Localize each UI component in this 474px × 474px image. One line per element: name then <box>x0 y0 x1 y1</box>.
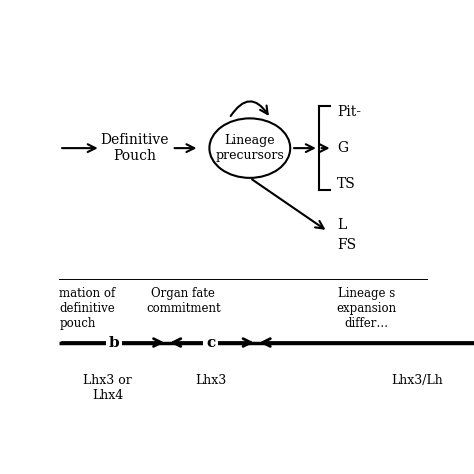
Text: Definitive
Pouch: Definitive Pouch <box>101 133 169 163</box>
Text: TS: TS <box>337 177 356 191</box>
Text: G: G <box>337 141 348 155</box>
Text: Organ fate
commitment: Organ fate commitment <box>146 287 220 315</box>
Text: mation of
definitive
pouch: mation of definitive pouch <box>59 287 116 330</box>
Text: Lhx3 or
Lhx4: Lhx3 or Lhx4 <box>83 374 132 402</box>
Text: Lhx3/Lh: Lhx3/Lh <box>392 374 443 387</box>
Text: Lhx3: Lhx3 <box>195 374 227 387</box>
Text: Pit-: Pit- <box>337 105 361 119</box>
Text: FS: FS <box>337 238 356 252</box>
Text: b: b <box>109 336 119 349</box>
Text: Lineage
precursors: Lineage precursors <box>216 134 284 162</box>
Text: c: c <box>206 336 215 349</box>
Text: Lineage s
expansion
differ…: Lineage s expansion differ… <box>337 287 397 330</box>
Text: L: L <box>337 219 346 232</box>
